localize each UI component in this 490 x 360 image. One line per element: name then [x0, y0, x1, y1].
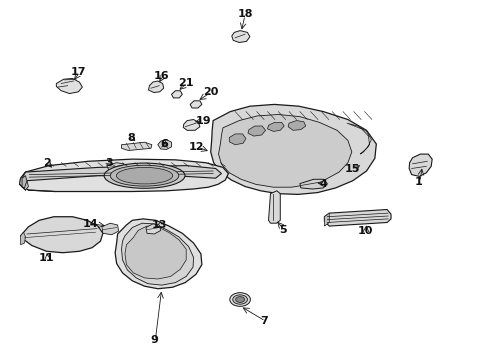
Polygon shape: [172, 91, 182, 98]
Polygon shape: [268, 122, 284, 131]
Polygon shape: [115, 219, 202, 289]
Polygon shape: [158, 140, 172, 149]
Polygon shape: [324, 210, 391, 226]
Ellipse shape: [233, 295, 247, 304]
Text: 15: 15: [345, 164, 361, 174]
Polygon shape: [183, 120, 200, 130]
Polygon shape: [248, 126, 266, 136]
Text: 21: 21: [178, 78, 194, 88]
Polygon shape: [21, 232, 25, 245]
Polygon shape: [211, 104, 376, 194]
Polygon shape: [107, 163, 125, 171]
Text: 2: 2: [43, 158, 50, 168]
Text: 1: 1: [415, 177, 423, 187]
Polygon shape: [190, 101, 202, 108]
Text: 13: 13: [151, 220, 167, 230]
Ellipse shape: [236, 297, 245, 302]
Text: 14: 14: [83, 219, 98, 229]
Polygon shape: [125, 226, 186, 279]
Polygon shape: [288, 121, 306, 130]
Polygon shape: [409, 154, 432, 176]
Text: 6: 6: [160, 139, 168, 149]
Text: 16: 16: [154, 71, 170, 81]
Polygon shape: [232, 31, 250, 42]
Ellipse shape: [230, 293, 250, 306]
Text: 19: 19: [196, 116, 211, 126]
Ellipse shape: [110, 165, 179, 186]
Polygon shape: [122, 142, 152, 150]
Polygon shape: [269, 191, 280, 223]
Polygon shape: [22, 166, 221, 181]
Polygon shape: [21, 217, 103, 253]
Text: 9: 9: [150, 335, 158, 345]
Polygon shape: [20, 159, 228, 192]
Polygon shape: [20, 172, 28, 190]
Ellipse shape: [162, 143, 167, 147]
Polygon shape: [229, 134, 246, 145]
Text: 8: 8: [127, 132, 135, 143]
Text: 17: 17: [71, 67, 86, 77]
Polygon shape: [102, 223, 119, 235]
Ellipse shape: [116, 167, 172, 184]
Text: 18: 18: [237, 9, 253, 19]
Text: 5: 5: [279, 225, 287, 235]
Polygon shape: [324, 213, 329, 226]
Polygon shape: [219, 114, 352, 187]
Text: 4: 4: [319, 179, 327, 189]
Polygon shape: [146, 224, 161, 234]
Text: 11: 11: [39, 253, 54, 264]
Polygon shape: [122, 223, 194, 285]
Polygon shape: [347, 123, 371, 154]
Polygon shape: [56, 78, 82, 94]
Text: 20: 20: [203, 87, 219, 97]
Polygon shape: [22, 176, 27, 188]
Ellipse shape: [104, 163, 185, 188]
Text: 10: 10: [357, 226, 373, 236]
Text: 12: 12: [188, 142, 204, 152]
Text: 3: 3: [105, 158, 113, 168]
Text: 7: 7: [261, 316, 269, 326]
Polygon shape: [300, 179, 327, 189]
Polygon shape: [148, 81, 164, 93]
